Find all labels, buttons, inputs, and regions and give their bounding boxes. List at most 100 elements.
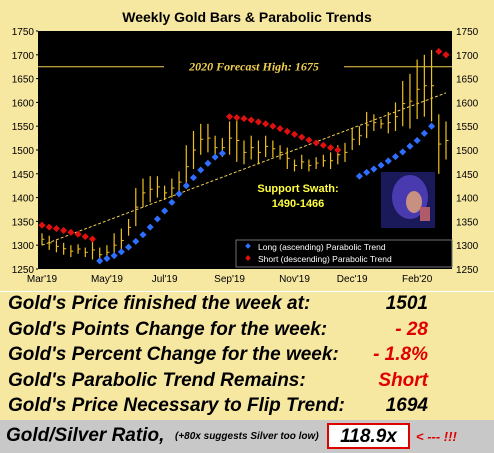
short-trend-dot [276,125,284,133]
ratio-note: (+80x suggests Silver too low) [175,431,319,442]
long-trend-dot [420,129,428,137]
short-trend-dot [334,146,342,154]
ratio-arrow: < --- !!! [416,429,457,444]
short-trend-dot [290,130,299,138]
x-tick-label: Feb'20 [402,274,433,285]
y-tick-label-left: 1450 [12,170,35,181]
forecast-label: 2020 Forecast High: 1675 [188,60,319,74]
y-tick-label-right: 1350 [456,217,479,228]
short-trend-dot [269,122,277,130]
y-tick-label-right: 1400 [456,194,479,205]
long-trend-dot [110,252,118,260]
short-trend-dot [45,223,53,231]
chart-panel: Weekly Gold Bars & Parabolic Trends 1250 1… [0,0,494,291]
stat-label: Gold's Price Necessary to Flip Trend: [8,395,345,417]
y-tick-label-left: 1750 [12,27,35,38]
chart-title: Weekly Gold Bars & Parabolic Trends [122,9,372,25]
stat-row: Gold's Price finished the week at: 1501 [0,292,494,318]
long-trend-dot [399,148,407,156]
x-tick-label: Sep'19 [214,274,245,285]
ratio-label: Gold/Silver Ratio, [6,425,165,446]
y-tick-label-left: 1350 [12,217,35,228]
long-trend-dot [197,166,205,174]
stat-label: Gold's Percent Change for the week: [8,344,339,366]
stat-value: 1694 [385,395,428,417]
long-trend-dot [211,153,219,161]
y-tick-label-right: 1700 [456,51,479,62]
ratio-row: Gold/Silver Ratio, (+80x suggests Silver… [0,420,494,453]
long-trend-dot [168,198,176,206]
long-trend-dot [182,182,190,190]
y-tick-label-right: 1550 [456,122,479,133]
x-tick-label: Nov'19 [279,274,310,285]
x-tick-label: May'19 [91,274,123,285]
long-trend-dot [406,142,414,150]
short-trend-dot [226,113,234,121]
legend-long-label: Long (ascending) Parabolic Trend [258,242,386,252]
y-tick-label-left: 1500 [12,146,35,157]
y-tick-label-right: 1500 [456,146,479,157]
y-tick-label-right: 1250 [456,265,479,276]
short-trend-dot [305,136,313,144]
y-tick-label-left: 1300 [12,241,35,252]
stat-row: Gold's Points Change for the week: - 28 [0,317,494,344]
short-trend-dot [247,116,255,124]
gold-chart: Weekly Gold Bars & Parabolic Trends 1250 1… [12,9,479,285]
short-trend-dot [38,221,46,229]
y-tick-label-right: 1650 [456,75,479,86]
short-trend-dot [298,133,306,141]
stat-label: Gold's Price finished the week at: [8,293,311,314]
long-trend-dot [103,254,111,263]
long-trend-dot [384,157,392,165]
trendline [41,92,447,246]
short-trend-dot [74,230,82,238]
long-trend-dot [189,174,198,182]
short-trend-dot [67,228,75,236]
long-trend-dot [428,122,436,130]
long-trend-dot [363,168,371,176]
y-tick-label-right: 1300 [456,241,479,252]
short-trend-dot [327,144,335,152]
legend-short-label: Short (descending) Parabolic Trend [258,254,392,264]
long-trend-dot [117,248,125,256]
short-trend-dot [283,127,291,135]
long-trend-dot [218,149,226,157]
stat-value: - 28 [395,318,428,340]
support-annotation-title: Support Swath: [257,183,338,195]
short-trend-dot [319,141,327,149]
short-trend-dot [52,225,60,233]
long-trend-dot [153,215,161,223]
short-trend-dot [233,114,241,122]
legend-long-marker [245,243,251,249]
long-trend-dot [204,159,212,167]
short-trend-dot [60,226,68,234]
long-trend-dot [175,190,183,198]
stat-value: - 1.8% [373,344,428,366]
long-trend-dot [139,231,147,239]
long-trend-dot [370,165,378,173]
long-trend-dot [391,153,400,161]
legend-box [235,239,453,268]
long-trend-dot [377,161,385,169]
stat-value: 1501 [385,293,428,314]
forecast-label-bg [164,57,344,75]
ratio-value-box: 118.9x [327,423,410,449]
stat-value: Short [378,369,428,391]
short-trend-dot [88,235,97,243]
stat-row: Gold's Price Necessary to Flip Trend: 169… [0,394,494,421]
stat-row: Gold's Percent Change for the week: - 1.8… [0,343,494,370]
x-tick-label: Mar'19 [27,274,58,285]
ratio-value: 118.9x [340,426,397,447]
y-tick-label-left: 1600 [12,98,35,109]
short-trend-dot [435,47,443,56]
portrait-face [406,191,422,213]
y-tick-label-left: 1650 [12,75,35,86]
short-trend-dot [240,115,248,123]
long-trend-dot [132,237,140,245]
long-trend-dot [146,223,154,231]
long-trend-dot [161,207,169,215]
short-trend-dot [262,120,270,128]
x-tick-label: Dec'19 [337,274,368,285]
portrait-hand [420,207,430,221]
